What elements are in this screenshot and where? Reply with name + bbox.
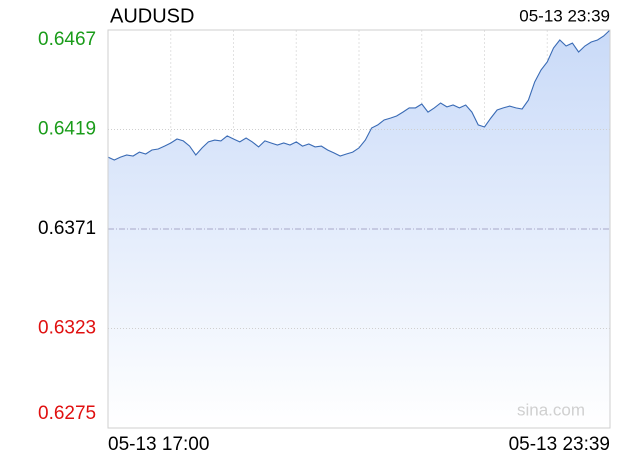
y-tick-label: 0.6371	[38, 218, 96, 239]
x-tick-label: 05-13 23:39	[509, 434, 610, 455]
chart-title: AUDUSD	[110, 5, 194, 27]
y-tick-label: 0.6419	[38, 119, 96, 140]
price-line	[107, 29, 611, 161]
y-tick-label: 0.6323	[38, 318, 96, 339]
plot-frame	[107, 29, 611, 429]
y-tick-label: 0.6467	[38, 29, 96, 50]
watermark: sina.com	[517, 400, 585, 419]
updated-time: 05-13 23:39	[519, 6, 610, 25]
x-tick-label: 05-13 17:00	[108, 434, 209, 455]
y-tick-label: 0.6275	[38, 403, 96, 424]
